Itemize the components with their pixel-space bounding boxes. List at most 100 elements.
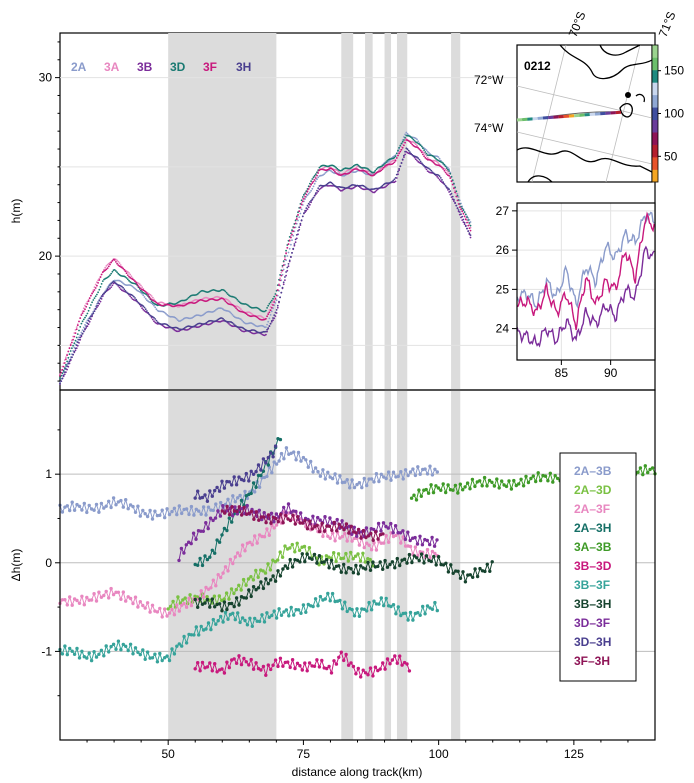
top-point: [91, 301, 93, 304]
bottom-point: [320, 521, 324, 526]
top-point: [282, 281, 285, 284]
top-point: [424, 148, 427, 151]
bottom-point: [288, 665, 292, 670]
bottom-point: [82, 603, 87, 607]
bottom-point: [329, 671, 334, 675]
bottom-point: [485, 562, 489, 566]
bottom-point: [383, 558, 387, 563]
top-point: [223, 289, 226, 292]
top-legend-entry: 3B: [137, 60, 153, 74]
bottom-point: [80, 594, 84, 598]
bottom-point: [251, 481, 256, 485]
bottom-point: [114, 647, 118, 651]
bottom-point: [374, 602, 379, 606]
top-point: [285, 252, 287, 255]
top-point: [298, 226, 301, 229]
top-point: [105, 268, 108, 271]
top-point: [442, 181, 445, 184]
zoom-series-line: [516, 211, 655, 311]
top-point: [269, 309, 272, 312]
bottom-point: [205, 557, 210, 562]
bottom-point: [238, 620, 242, 625]
top-legend-entry: 3H: [236, 60, 251, 74]
top-point: [422, 163, 424, 166]
bottom-point: [425, 538, 429, 543]
bottom-point: [470, 477, 475, 482]
bottom-y-axis-label: Δh(m): [9, 549, 23, 582]
bottom-point: [391, 603, 396, 607]
bottom-point: [372, 480, 376, 484]
top-point: [359, 186, 361, 189]
top-point: [266, 323, 268, 326]
top-point: [100, 273, 103, 276]
bottom-point: [271, 574, 275, 578]
bottom-point: [119, 648, 123, 652]
map-label: 0212: [524, 59, 551, 73]
top-point: [290, 243, 292, 246]
top-point: [67, 356, 70, 359]
bottom-point: [337, 655, 341, 659]
bottom-point: [362, 476, 366, 481]
bottom-point: [276, 520, 280, 524]
top-point: [334, 165, 336, 168]
top-point: [301, 215, 304, 218]
top-point: [268, 325, 271, 327]
top-point: [122, 267, 124, 270]
top-point: [143, 296, 146, 298]
bottom-point: [239, 662, 244, 667]
bottom-point: [357, 481, 362, 485]
bottom-point: [136, 504, 140, 508]
bottom-point: [441, 482, 445, 486]
bottom-point: [227, 480, 231, 484]
bottom-point: [551, 480, 555, 484]
top-point: [144, 291, 147, 293]
top-point: [416, 138, 418, 141]
bottom-point: [240, 513, 244, 517]
top-series-3D: [59, 134, 472, 380]
colorbar-segment: [652, 107, 658, 121]
top-point: [135, 298, 138, 301]
top-point: [229, 311, 232, 314]
top-point: [128, 275, 130, 278]
top-point: [375, 189, 378, 192]
top-point: [132, 286, 135, 289]
bottom-point: [141, 508, 145, 513]
top-point: [79, 336, 82, 339]
bottom-point: [444, 561, 448, 565]
top-point: [224, 300, 227, 303]
bottom-point: [281, 664, 285, 668]
top-point: [313, 182, 316, 185]
bottom-point: [266, 582, 270, 586]
bottom-point: [338, 598, 342, 603]
top-point: [84, 324, 86, 326]
top-point: [222, 297, 224, 300]
top-point: [292, 247, 295, 250]
bottom-point: [264, 673, 268, 677]
top-point: [398, 168, 400, 170]
bottom-point: [97, 590, 101, 594]
top-point: [281, 286, 284, 289]
top-point: [236, 308, 239, 311]
bottom-point: [65, 504, 70, 508]
bottom-point: [500, 479, 504, 483]
top-point: [394, 155, 397, 158]
top-point: [362, 171, 365, 174]
top-point: [282, 283, 285, 286]
bottom-point: [343, 480, 347, 484]
top-point: [464, 213, 467, 216]
top-point: [142, 305, 145, 308]
lon-label-74W: 74°W: [474, 121, 504, 135]
top-point: [460, 213, 462, 216]
top-point: [75, 326, 78, 328]
top-point: [431, 171, 434, 174]
bottom-point: [371, 560, 375, 564]
bottom-point: [222, 671, 227, 675]
bottom-point: [266, 455, 270, 460]
bottom-point: [262, 535, 267, 539]
bottom-point: [124, 599, 128, 603]
bottom-point: [80, 649, 84, 653]
bottom-point: [210, 669, 214, 673]
bottom-point: [175, 644, 179, 648]
top-point: [426, 156, 429, 159]
bottom-point: [168, 604, 173, 609]
